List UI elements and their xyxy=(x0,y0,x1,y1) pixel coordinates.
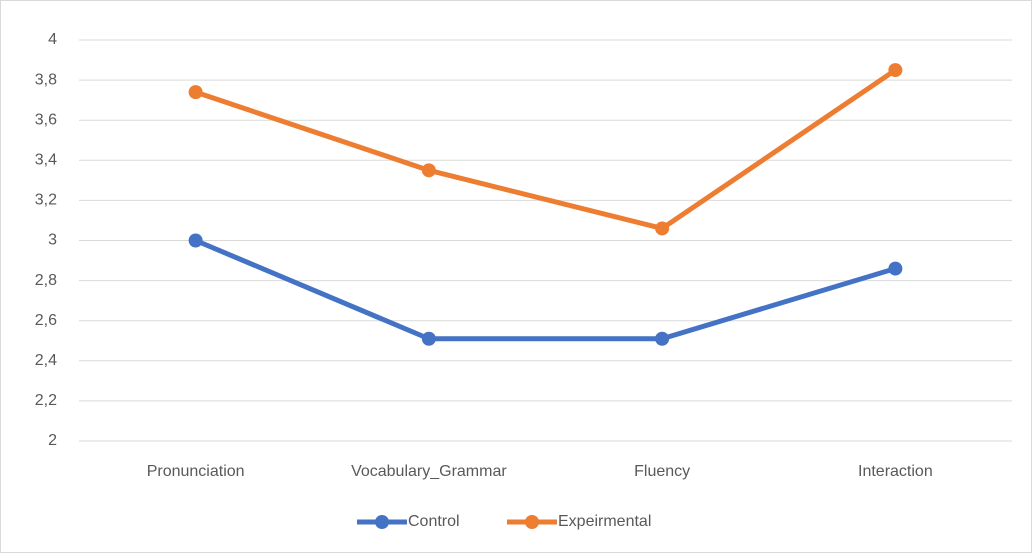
y-tick-label: 4 xyxy=(48,31,57,48)
x-tick-label: Vocabulary_Grammar xyxy=(351,463,507,480)
y-tick-label: 3,4 xyxy=(35,152,57,169)
data-point xyxy=(421,163,436,178)
data-point xyxy=(888,261,903,276)
y-tick-label: 3 xyxy=(48,232,57,249)
x-tick-label: Fluency xyxy=(634,463,690,480)
y-tick-label: 2 xyxy=(48,432,57,449)
legend-marker xyxy=(375,515,389,529)
y-tick-label: 3,2 xyxy=(35,192,57,209)
y-tick-label: 3,8 xyxy=(35,71,57,88)
legend-label: Expeirmental xyxy=(558,513,651,530)
series-line xyxy=(194,238,897,342)
y-tick-label: 2,4 xyxy=(35,352,57,369)
data-point xyxy=(188,233,203,248)
x-tick-label: Interaction xyxy=(858,463,933,480)
y-tick-label: 2,2 xyxy=(35,392,57,409)
data-point xyxy=(421,331,436,346)
y-tick-label: 2,6 xyxy=(35,312,57,329)
y-tick-label: 3,6 xyxy=(35,111,57,128)
data-point xyxy=(655,221,670,236)
legend-marker xyxy=(525,515,539,529)
legend-label: Control xyxy=(408,513,460,530)
series-line xyxy=(194,68,897,231)
y-tick-label: 2,8 xyxy=(35,272,57,289)
data-point xyxy=(655,331,670,346)
data-point xyxy=(188,85,203,100)
data-point xyxy=(888,63,903,78)
x-tick-label: Pronunciation xyxy=(147,463,245,480)
